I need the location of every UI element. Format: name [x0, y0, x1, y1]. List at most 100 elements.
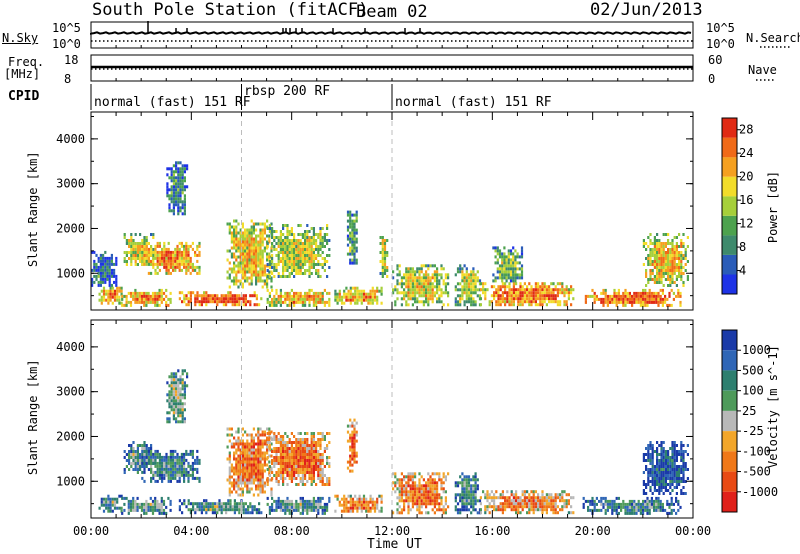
- cell: [297, 257, 300, 260]
- cell: [277, 438, 280, 441]
- cell: [229, 499, 232, 503]
- cell: [512, 252, 515, 256]
- cell: [490, 490, 493, 494]
- cell: [405, 490, 408, 494]
- cell: [664, 294, 667, 298]
- cell: [422, 264, 425, 268]
- cell: [528, 297, 531, 301]
- cell: [514, 261, 517, 265]
- cell: [416, 276, 419, 280]
- cell: [301, 471, 304, 474]
- cell: [456, 511, 460, 515]
- cell: [259, 433, 262, 437]
- cell: [617, 297, 620, 301]
- cell: [154, 470, 157, 474]
- cell: [664, 278, 667, 281]
- cell: [263, 439, 266, 443]
- cell: [392, 481, 395, 485]
- cell: [233, 237, 236, 241]
- cell: [233, 466, 236, 470]
- cell: [509, 261, 513, 265]
- cell: [257, 276, 260, 280]
- cell: [411, 303, 414, 307]
- cell: [669, 242, 672, 245]
- cell: [175, 203, 178, 207]
- cell: [299, 438, 302, 441]
- cell: [277, 251, 280, 254]
- cell: [177, 399, 180, 403]
- cell: [129, 502, 133, 506]
- cell: [310, 297, 313, 301]
- cell: [238, 511, 241, 515]
- cell: [660, 275, 663, 278]
- cell: [136, 462, 139, 465]
- cell: [279, 468, 282, 471]
- cell: [505, 255, 508, 259]
- cell: [266, 448, 269, 452]
- cell: [183, 250, 186, 254]
- cell: [261, 445, 264, 449]
- cpid-segment-3: normal (fast) 151 RF: [395, 95, 552, 110]
- cell: [660, 257, 663, 260]
- cell: [680, 251, 683, 254]
- cell: [312, 508, 315, 512]
- cell: [115, 277, 118, 281]
- cell: [493, 297, 496, 301]
- cell: [93, 268, 96, 272]
- cell: [326, 291, 329, 295]
- cell: [145, 499, 148, 503]
- cell: [238, 297, 241, 301]
- cell: [371, 506, 374, 510]
- cell: [661, 303, 664, 307]
- cell: [414, 291, 417, 295]
- cell: [299, 242, 302, 245]
- cell: [686, 236, 689, 239]
- cell: [600, 300, 603, 304]
- cell: [91, 283, 94, 287]
- cell: [301, 499, 304, 503]
- cell: [130, 251, 133, 254]
- cell: [467, 481, 471, 485]
- cell: [467, 300, 471, 304]
- cell: [196, 476, 199, 480]
- cell: [400, 478, 403, 482]
- cell: [162, 291, 166, 295]
- cell: [299, 499, 302, 503]
- cell: [479, 496, 482, 500]
- cell: [266, 300, 269, 304]
- cell: [321, 456, 324, 459]
- cell: [304, 453, 307, 456]
- cell: [236, 502, 239, 506]
- cell: [284, 511, 287, 515]
- cell: [645, 248, 648, 251]
- cell: [259, 252, 262, 256]
- cell: [271, 471, 274, 474]
- cell: [459, 481, 462, 485]
- cell: [409, 279, 412, 283]
- cell: [175, 164, 178, 168]
- cell: [180, 241, 183, 245]
- cell: [179, 408, 182, 412]
- cell: [150, 470, 153, 474]
- cell: [369, 292, 372, 296]
- cell: [183, 179, 186, 183]
- cell: [310, 444, 313, 447]
- cell: [418, 496, 421, 500]
- cell: [150, 458, 153, 462]
- cell: [442, 282, 445, 286]
- cell: [189, 508, 192, 512]
- cell: [205, 303, 208, 307]
- cell: [165, 250, 168, 254]
- cell: [177, 414, 180, 418]
- cell: [196, 461, 199, 465]
- cell: [436, 499, 439, 503]
- cell: [591, 288, 594, 292]
- cell: [319, 453, 322, 456]
- cell: [626, 291, 629, 295]
- cell: [252, 237, 255, 241]
- cell: [205, 505, 208, 509]
- cell: [178, 508, 181, 512]
- cell: [319, 300, 322, 304]
- cell: [252, 252, 255, 256]
- cell: [635, 294, 638, 298]
